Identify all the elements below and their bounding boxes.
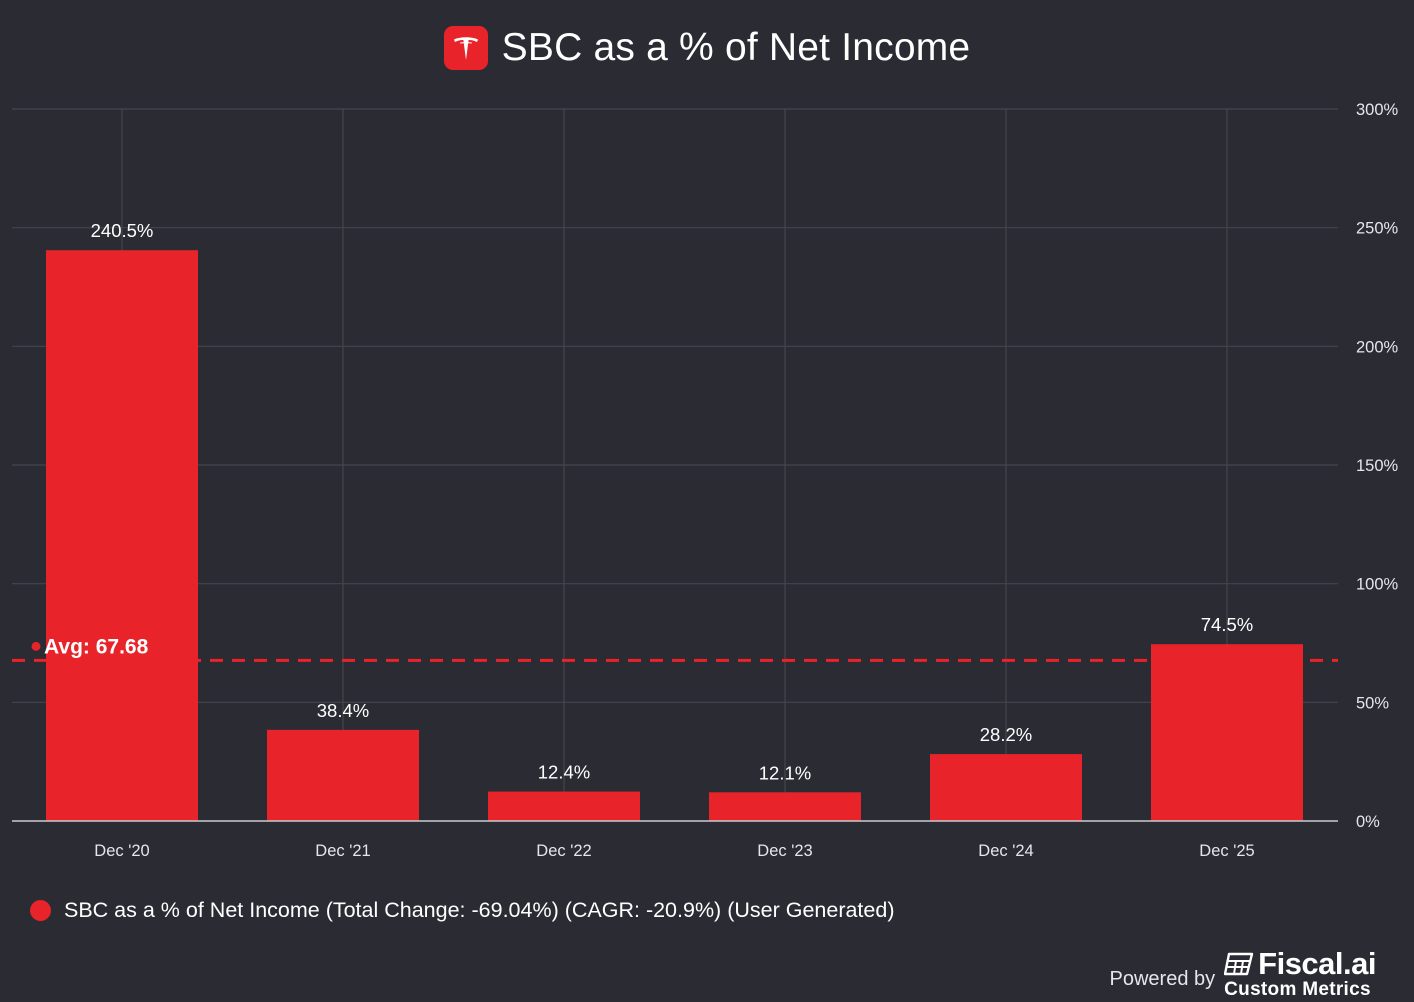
x-tick-label: Dec '25 <box>1199 842 1254 860</box>
brand-logo[interactable]: Fiscal.ai Custom Metrics <box>1224 948 1376 999</box>
average-label: Avg: 67.68 <box>44 635 149 658</box>
legend[interactable]: SBC as a % of Net Income (Total Change: … <box>30 895 894 925</box>
bar <box>267 729 419 821</box>
y-tick-label: 0% <box>1356 813 1380 831</box>
powered-by-text: Powered by <box>1109 968 1216 990</box>
y-tick-label: 250% <box>1356 220 1399 238</box>
bar <box>488 791 640 821</box>
bar <box>930 754 1082 821</box>
y-tick-label: 50% <box>1356 694 1389 712</box>
legend-swatch <box>30 899 51 921</box>
bar-value-label: 12.1% <box>759 762 811 783</box>
y-tick-label: 300% <box>1356 101 1399 119</box>
bar-value-label: 38.4% <box>317 700 369 721</box>
bar-value-label: 240.5% <box>91 220 154 241</box>
bar-value-label: 28.2% <box>980 724 1032 745</box>
brand-name: Fiscal.ai <box>1258 946 1376 981</box>
fiscal-ai-logo-icon <box>1224 952 1254 975</box>
x-tick-label: Dec '21 <box>315 842 370 860</box>
bar <box>46 250 198 822</box>
legend-label: SBC as a % of Net Income (Total Change: … <box>64 897 895 922</box>
y-tick-label: 150% <box>1356 457 1399 475</box>
x-tick-label: Dec '23 <box>757 842 812 860</box>
bar-chart: 0% 50% 100% 150% 200% 250% 300% 240.5% 38.4% 12.4… <box>12 101 1399 860</box>
footer-attribution: Powered by Fiscal.ai Custom Metrics <box>1109 948 1377 999</box>
bar <box>1151 644 1303 821</box>
bar-value-label: 74.5% <box>1201 614 1253 635</box>
average-marker <box>31 641 41 651</box>
x-tick-label: Dec '20 <box>94 842 149 860</box>
chart-title: SBC as a % of Net Income <box>501 26 971 69</box>
y-tick-label: 100% <box>1356 576 1399 594</box>
y-tick-label: 200% <box>1356 338 1399 356</box>
bar-value-label: 12.4% <box>538 762 590 783</box>
bar <box>709 792 861 821</box>
chart-header: SBC as a % of Net Income <box>0 22 1414 74</box>
x-tick-label: Dec '22 <box>536 842 591 860</box>
x-tick-label: Dec '24 <box>978 842 1033 860</box>
brand-subtitle: Custom Metrics <box>1224 979 1371 1000</box>
tesla-logo-icon <box>443 26 488 70</box>
